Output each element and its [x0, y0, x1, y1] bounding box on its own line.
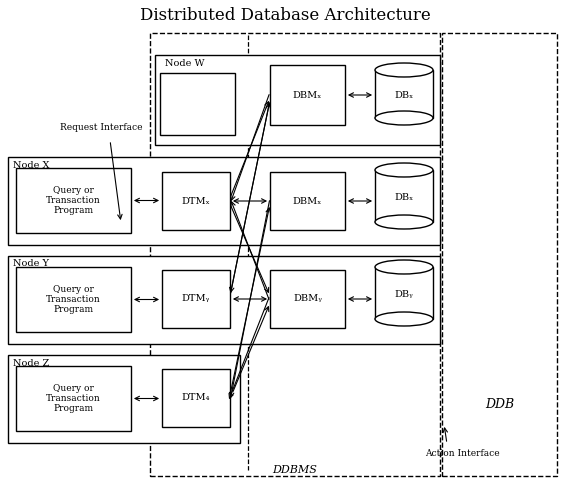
Text: DTMᵧ: DTMᵧ: [182, 294, 210, 304]
Text: Query or
Transaction
Program: Query or Transaction Program: [46, 384, 101, 413]
Bar: [270, 172, 345, 230]
Text: DBₓ: DBₓ: [394, 92, 414, 101]
Text: Action Interface: Action Interface: [425, 449, 499, 459]
Bar: [442, 33, 557, 476]
Text: Request Interface: Request Interface: [60, 123, 142, 133]
Text: Node W: Node W: [165, 59, 205, 67]
Bar: [16, 267, 131, 332]
Bar: [16, 168, 131, 233]
Bar: [162, 270, 230, 328]
Ellipse shape: [375, 63, 433, 77]
Bar: [8, 157, 440, 245]
Bar: [375, 170, 433, 222]
Ellipse shape: [375, 260, 433, 274]
Bar: [375, 267, 433, 319]
Bar: [162, 369, 230, 427]
Bar: [270, 65, 345, 125]
Ellipse shape: [375, 215, 433, 229]
Ellipse shape: [375, 111, 433, 125]
Text: Distributed Database Architecture: Distributed Database Architecture: [140, 7, 430, 24]
Text: DTMₓ: DTMₓ: [182, 197, 210, 205]
Bar: [8, 355, 240, 443]
Text: DBMₓ: DBMₓ: [293, 197, 322, 205]
Ellipse shape: [375, 312, 433, 326]
Bar: [16, 366, 131, 431]
Text: Query or
Transaction
Program: Query or Transaction Program: [46, 285, 101, 314]
Bar: [160, 73, 235, 135]
Bar: [8, 256, 440, 344]
Bar: [270, 270, 345, 328]
Ellipse shape: [375, 163, 433, 177]
Text: DBMₓ: DBMₓ: [293, 90, 322, 100]
Text: Node Z: Node Z: [13, 359, 50, 367]
Text: DBMᵧ: DBMᵧ: [293, 294, 322, 304]
Text: DDB: DDB: [486, 399, 515, 411]
Bar: [375, 70, 433, 118]
Text: Node Y: Node Y: [13, 260, 49, 268]
Text: DDBMS: DDBMS: [272, 465, 317, 475]
Bar: [155, 55, 440, 145]
Text: Node X: Node X: [13, 161, 50, 169]
Text: DBᵧ: DBᵧ: [394, 290, 413, 300]
Text: DBₓ: DBₓ: [394, 194, 414, 203]
Bar: [150, 33, 440, 476]
Bar: [162, 172, 230, 230]
Text: DTM₄: DTM₄: [182, 393, 210, 403]
Text: Query or
Transaction
Program: Query or Transaction Program: [46, 185, 101, 215]
